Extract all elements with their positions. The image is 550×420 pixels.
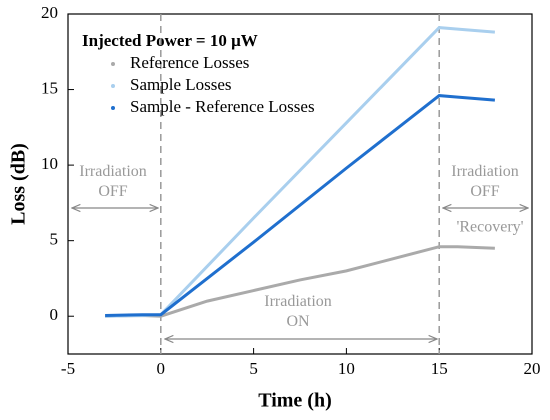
annotation-line: Irradiation	[451, 163, 519, 180]
y-axis-label: Loss (dB)	[8, 143, 30, 225]
annotation: Irradiation OFF	[451, 163, 519, 200]
y-tick-label: 15	[41, 78, 58, 97]
annotation-line: ON	[286, 313, 310, 330]
x-tick-label: 5	[249, 359, 258, 378]
legend-label: Sample - Reference Losses	[130, 97, 315, 116]
y-tick-label: 5	[50, 230, 59, 249]
legend-marker	[111, 106, 115, 110]
plot-frame	[67, 13, 533, 355]
annotation: Irradiation ON	[264, 293, 332, 330]
legend-title: Injected Power = 10 μW	[82, 31, 258, 50]
x-tick-label: 15	[431, 359, 448, 378]
x-tick-label: 0	[157, 359, 166, 378]
annotation-line: OFF	[98, 183, 127, 200]
annotation: Irradiation OFF	[79, 163, 147, 200]
x-tick-label: -5	[61, 359, 75, 378]
legend-marker	[111, 84, 115, 88]
legend-marker	[111, 62, 115, 66]
y-tick-label: 10	[41, 154, 58, 173]
x-tick-label: 10	[338, 359, 355, 378]
legend-label: Reference Losses	[130, 53, 249, 72]
x-tick-label: 20	[524, 359, 541, 378]
legend-label: Sample Losses	[130, 75, 232, 94]
annotation-line: Irradiation	[79, 163, 147, 180]
y-tick-label: 20	[41, 3, 58, 22]
data-line	[105, 94, 496, 317]
y-tick-label: 0	[50, 305, 59, 324]
annotation-line: OFF	[470, 183, 499, 200]
annotation-line: Irradiation	[264, 293, 332, 310]
annotation: 'Recovery'	[456, 219, 523, 236]
x-axis-label: Time (h)	[258, 390, 332, 412]
